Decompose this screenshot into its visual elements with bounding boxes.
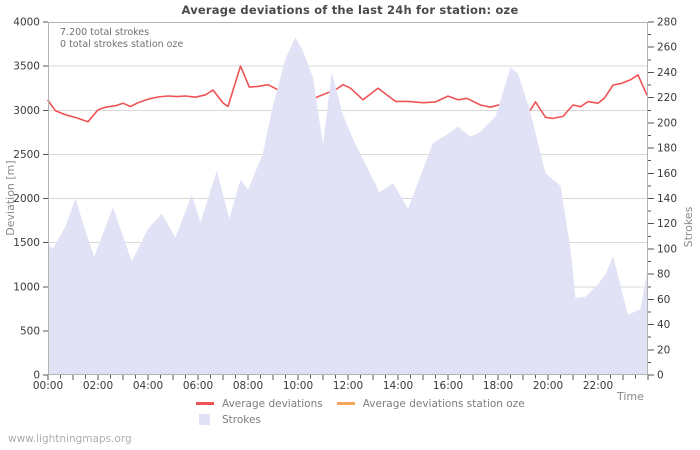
svg-text:20:00: 20:00 — [533, 380, 563, 392]
svg-text:02:00: 02:00 — [83, 380, 113, 392]
svg-text:4000: 4000 — [13, 17, 40, 29]
svg-text:160: 160 — [657, 168, 677, 180]
svg-text:14:00: 14:00 — [383, 380, 413, 392]
legend-row-2: Strokes — [196, 413, 539, 426]
svg-text:220: 220 — [657, 92, 677, 104]
watermark-link[interactable]: www.lightningmaps.org — [8, 433, 132, 445]
svg-text:12:00: 12:00 — [333, 380, 363, 392]
svg-text:2500: 2500 — [13, 149, 40, 161]
legend-label-strokes: Strokes — [222, 413, 261, 426]
svg-text:1500: 1500 — [13, 237, 40, 249]
y-axis-title-left: Deviation [m] — [4, 160, 17, 236]
legend-item-strokes: Strokes — [196, 414, 261, 426]
svg-text:10:00: 10:00 — [283, 380, 313, 392]
svg-text:60: 60 — [657, 294, 670, 306]
legend-swatch-station-deviations — [336, 402, 355, 405]
legend-item-station-deviations: Average deviations station oze — [336, 397, 525, 410]
svg-text:260: 260 — [657, 42, 677, 54]
svg-text:40: 40 — [657, 319, 670, 331]
legend-swatch-average-deviations — [196, 402, 214, 405]
svg-text:18:00: 18:00 — [483, 380, 513, 392]
svg-text:180: 180 — [657, 143, 677, 155]
svg-text:140: 140 — [657, 193, 677, 205]
svg-text:00:00: 00:00 — [33, 380, 63, 392]
svg-text:08:00: 08:00 — [233, 380, 263, 392]
svg-text:16:00: 16:00 — [433, 380, 463, 392]
svg-text:100: 100 — [657, 243, 677, 255]
legend: Average deviations Average deviations st… — [196, 397, 539, 429]
svg-text:1000: 1000 — [13, 281, 40, 293]
svg-text:06:00: 06:00 — [183, 380, 213, 392]
annotation-station-strokes: 0 total strokes station oze — [60, 39, 184, 50]
svg-text:04:00: 04:00 — [133, 380, 163, 392]
legend-swatch-strokes — [199, 414, 210, 425]
svg-text:500: 500 — [20, 325, 40, 337]
svg-text:200: 200 — [657, 117, 677, 129]
chart-title: Average deviations of the last 24h for s… — [181, 3, 519, 17]
svg-text:120: 120 — [657, 218, 677, 230]
y-axis-title-right: Strokes — [682, 206, 695, 248]
svg-text:0: 0 — [33, 370, 40, 382]
svg-text:3000: 3000 — [13, 105, 40, 117]
legend-label-station-deviations: Average deviations station oze — [362, 397, 525, 410]
svg-text:22:00: 22:00 — [583, 380, 613, 392]
x-axis-title: Time — [617, 390, 644, 403]
svg-text:280: 280 — [657, 17, 677, 29]
svg-text:3500: 3500 — [13, 61, 40, 73]
svg-text:20: 20 — [657, 344, 670, 356]
svg-text:2000: 2000 — [13, 193, 40, 205]
legend-row-1: Average deviations Average deviations st… — [196, 397, 539, 410]
annotation-total-strokes: 7.200 total strokes — [60, 27, 150, 38]
legend-label-average-deviations: Average deviations — [222, 397, 323, 410]
svg-text:80: 80 — [657, 269, 670, 281]
legend-item-average-deviations: Average deviations — [196, 398, 323, 410]
svg-text:0: 0 — [657, 370, 664, 382]
svg-text:240: 240 — [657, 67, 677, 79]
